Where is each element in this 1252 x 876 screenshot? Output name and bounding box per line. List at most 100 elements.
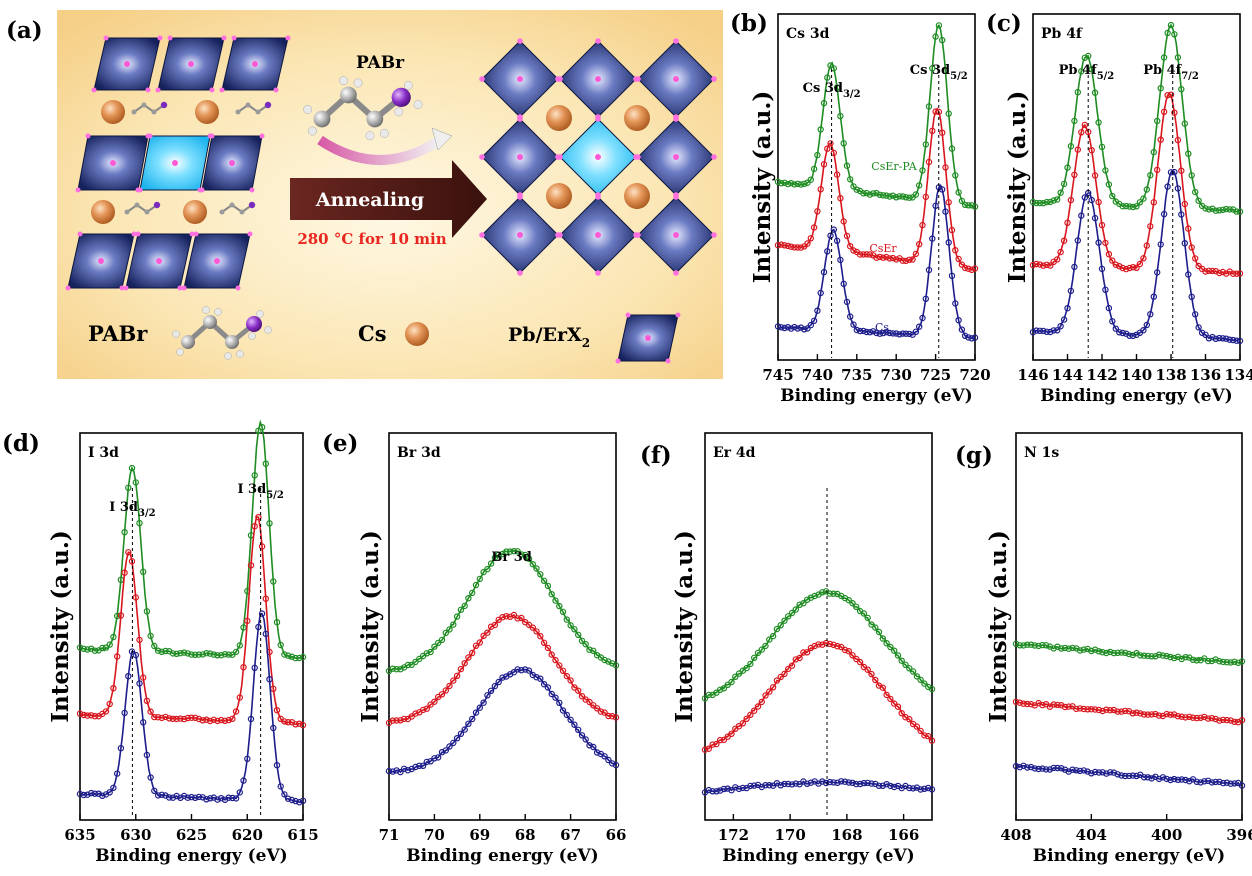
data-point [820, 161, 828, 168]
data-point [860, 251, 867, 258]
data-point [593, 749, 601, 756]
data-point [427, 648, 434, 656]
octahedron-center-atom [156, 258, 162, 264]
data-point [1163, 710, 1170, 718]
data-point [1020, 700, 1027, 707]
data-point [1119, 329, 1126, 337]
plot-frame [1015, 432, 1243, 821]
nitrogen-atom [246, 316, 262, 332]
data-point [1110, 649, 1118, 657]
data-point [1039, 701, 1046, 709]
data-point [810, 224, 818, 231]
data-point [971, 265, 979, 272]
data-point [1208, 715, 1216, 722]
data-point [1109, 192, 1116, 200]
data-point [1081, 54, 1089, 62]
data-point [1133, 709, 1140, 716]
data-point [1148, 653, 1155, 660]
series-label-cs: Cs [875, 321, 889, 334]
data-point [891, 783, 898, 791]
data-point [1152, 710, 1159, 718]
data-point [1043, 261, 1051, 268]
data-point [751, 654, 758, 662]
data-point [416, 762, 423, 770]
data-point [292, 654, 299, 662]
octahedron-center-atom [673, 154, 679, 160]
halide-atom [595, 116, 601, 122]
carbon-atom [151, 109, 157, 115]
data-point [1208, 657, 1216, 665]
data-point [1095, 769, 1103, 776]
data-point [1042, 642, 1050, 649]
halide-atom [85, 133, 91, 139]
data-point [537, 633, 544, 640]
data-point [893, 256, 900, 263]
data-point [777, 622, 784, 629]
data-point [206, 717, 214, 725]
data-point [446, 682, 453, 690]
data-point [1174, 54, 1182, 61]
data-point [1078, 129, 1085, 136]
data-point [883, 253, 890, 261]
halide-atom [249, 187, 255, 193]
cs-ion [183, 200, 207, 224]
x-tick-label: 69 [469, 826, 490, 844]
data-point [800, 649, 807, 656]
x-tick-label: 745 [762, 366, 793, 384]
hydrogen-atom [264, 326, 272, 334]
panel-letter: (b) [730, 10, 768, 37]
data-point [251, 664, 258, 672]
data-point [781, 324, 788, 332]
data-point [191, 714, 199, 722]
data-point [921, 680, 928, 687]
data-point [1073, 705, 1080, 713]
data-point [1074, 237, 1082, 244]
data-point [912, 191, 920, 198]
data-point [476, 704, 483, 711]
halide-atom [147, 133, 153, 139]
halide-atom [145, 87, 151, 93]
data-point [856, 658, 864, 666]
carbon-atom [141, 102, 147, 108]
data-point [1147, 311, 1154, 318]
data-point [203, 796, 210, 803]
data-point [932, 202, 939, 209]
data-point [810, 165, 818, 173]
data-point [1153, 117, 1161, 125]
data-point [158, 714, 165, 722]
carbon-atom [313, 110, 331, 128]
data-point [814, 208, 821, 215]
data-point [819, 641, 826, 648]
data-point [571, 684, 578, 691]
data-point [1074, 146, 1082, 153]
data-point [922, 295, 930, 302]
x-tick-label: 168 [831, 826, 862, 844]
data-point [1223, 779, 1231, 786]
data-point [1174, 136, 1182, 144]
peak-label: Pb 4f5/2 [1059, 63, 1115, 82]
data-point [1039, 765, 1046, 772]
data-point [807, 176, 815, 183]
data-point [255, 427, 262, 434]
data-point [817, 186, 824, 193]
data-point [102, 708, 110, 715]
x-tick-label: 134 [1224, 366, 1252, 384]
octahedron-center-atom [214, 258, 220, 264]
data-point [548, 651, 555, 658]
data-point [80, 711, 87, 719]
data-point [713, 788, 720, 795]
annealing-arrow-icon [290, 160, 487, 238]
data-point [1119, 202, 1126, 210]
data-point [217, 716, 225, 724]
alkyl-chain [133, 103, 165, 114]
data-point [961, 264, 969, 272]
data-point [709, 788, 716, 795]
data-point [1163, 652, 1170, 660]
data-point [1016, 699, 1024, 706]
data-point [262, 595, 269, 602]
data-point [389, 768, 396, 775]
halide-atom [273, 87, 279, 93]
data-point [1067, 142, 1075, 150]
halide-atom [595, 270, 601, 276]
